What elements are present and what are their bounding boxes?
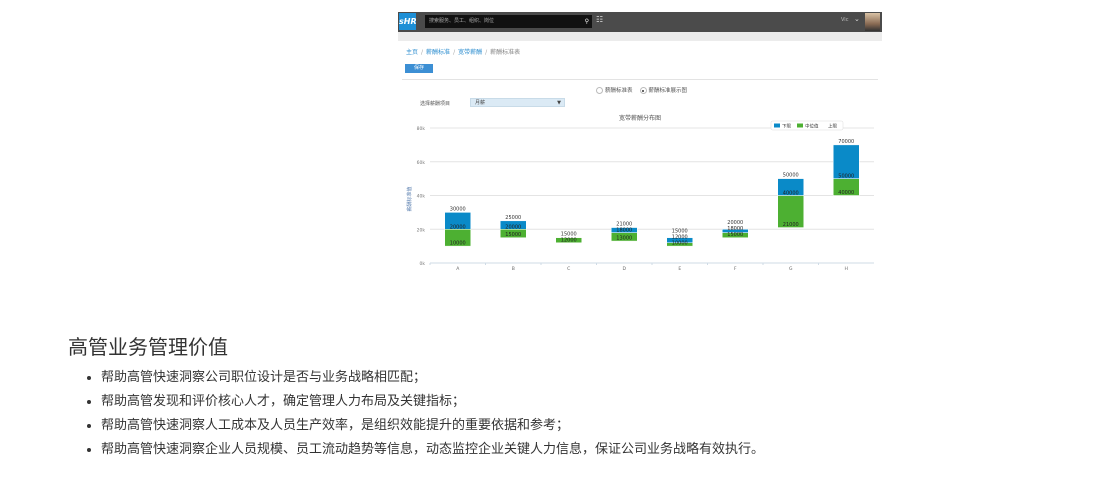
data-label-upper: 15000 [672, 229, 688, 235]
breadcrumb: 主页 / 薪酬标准 / 宽带薪酬 / 薪酬标准表 [406, 49, 521, 56]
legend-swatch [797, 123, 803, 128]
data-label-median: 18000 [727, 226, 743, 232]
data-label-median: 20000 [450, 224, 466, 230]
radio-label: 薪酬标准表 [605, 88, 633, 94]
legend-label: 下限 [782, 122, 791, 129]
bullet-list: 帮助高管快速洞察公司职位设计是否与业务战略相匹配； 帮助高管发现和评价核心人才，… [84, 368, 764, 464]
data-label-median: 40000 [783, 191, 799, 197]
breadcrumb-current: 薪酬标准表 [490, 49, 521, 56]
app-screenshot: sHR 搜索服务、员工、组织、岗位 ⚲ ☷ Vic ⌄ 主页 / 薪酬标准 / 宽带薪酬 /… [398, 12, 882, 272]
data-label-lower: 40000 [838, 190, 854, 196]
radio-chart[interactable]: 薪酬标准展示图 [639, 87, 688, 94]
bar-median-upper [666, 237, 693, 243]
data-label-upper: 70000 [838, 139, 854, 145]
data-label-lower: 15000 [727, 232, 743, 238]
bullet-item: 帮助高管发现和评价核心人才，确定管理人力布局及关键指标； [101, 392, 764, 416]
avatar[interactable] [865, 13, 880, 31]
legend-label: 中位值 [805, 122, 819, 129]
bar-median-upper [722, 229, 749, 233]
view-toggle: 薪酬标准表 薪酬标准展示图 [596, 86, 687, 94]
x-tick-label: D [623, 266, 627, 272]
save-button[interactable]: 保存 [405, 64, 433, 73]
x-tick-label: F [734, 266, 737, 272]
chart-title: 宽带薪酬分布图 [619, 114, 661, 122]
section-heading: 高管业务管理价值 [68, 335, 228, 359]
bar-median-upper [444, 212, 471, 230]
breadcrumb-broadband[interactable]: 宽带薪酬 [458, 49, 483, 56]
data-label-median: 20000 [505, 224, 521, 230]
x-tick-label: A [456, 266, 460, 272]
search-input[interactable]: 搜索服务、员工、组织、岗位 ⚲ [425, 15, 592, 28]
data-label-median: 50000 [838, 174, 854, 180]
chevron-down-icon: ▼ [557, 100, 561, 106]
data-label-lower: 21000 [783, 222, 799, 228]
bullet-item: 帮助高管快速洞察企业人员规模、员工流动趋势等信息，动态监控企业关键人力信息，保证… [101, 440, 764, 464]
search-icon[interactable]: ⚲ [584, 18, 589, 25]
data-label-lower: 13000 [616, 236, 632, 242]
bullet-item: 帮助高管快速洞察公司职位设计是否与业务战略相匹配； [101, 368, 764, 392]
bar-median-upper [611, 227, 638, 233]
y-tick-label: 0k [420, 261, 426, 267]
radio-table[interactable]: 薪酬标准表 [596, 87, 633, 94]
data-label-median: 18000 [616, 228, 632, 234]
app-logo: sHR [399, 13, 417, 30]
top-bar: sHR 搜索服务、员工、组织、岗位 ⚲ ☷ Vic ⌄ [398, 12, 882, 32]
y-tick-label: 80k [417, 126, 426, 132]
data-label-upper: 15000 [561, 231, 577, 237]
y-tick-label: 20k [417, 227, 426, 233]
data-label-upper: 50000 [783, 173, 799, 179]
bar-lower-median [555, 237, 582, 243]
search-placeholder: 搜索服务、员工、组织、岗位 [429, 18, 495, 24]
data-label-upper: 21000 [616, 222, 632, 228]
x-tick-label: B [512, 266, 515, 272]
data-label-upper: 20000 [727, 220, 743, 226]
divider [402, 79, 878, 80]
data-label-upper: 25000 [505, 215, 521, 221]
bar-median-upper [833, 144, 860, 179]
data-label-lower: 12000 [561, 237, 577, 243]
y-tick-label: 60k [417, 160, 426, 166]
user-name[interactable]: Vic [841, 17, 849, 23]
breadcrumb-salary-standard[interactable]: 薪酬标准 [426, 49, 451, 56]
data-label-lower: 10000 [672, 241, 688, 247]
data-label-median: 12000 [672, 235, 688, 241]
x-tick-label: G [789, 266, 793, 272]
select-label: 选择薪酬项目 [420, 101, 451, 107]
legend-box [770, 120, 844, 131]
org-chart-icon[interactable]: ☷ [596, 15, 604, 24]
y-tick-label: 40k [417, 194, 426, 200]
data-label-upper: 30000 [450, 206, 466, 212]
data-label-lower: 10000 [450, 241, 466, 247]
data-label-lower: 15000 [505, 232, 521, 238]
bar-median-upper [500, 220, 527, 230]
sub-bar [398, 32, 882, 41]
salary-item-select[interactable]: 月薪 ▼ [470, 98, 565, 107]
x-tick-label: E [678, 266, 681, 272]
chevron-down-icon[interactable]: ⌄ [854, 15, 860, 23]
bullet-item: 帮助高管快速洞察人工成本及人员生产效率，是组织效能提升的重要依据和参考； [101, 416, 764, 440]
x-tick-label: H [845, 266, 848, 272]
x-tick-label: C [567, 266, 570, 272]
y-axis-label: 薪酬标准值 [406, 186, 413, 211]
breadcrumb-home[interactable]: 主页 [406, 49, 419, 56]
salary-chart: 宽带薪酬分布图 薪酬标准值 0k 20k 40k 60k 80k 30000 20000 10… [406, 114, 874, 272]
select-value: 月薪 [475, 100, 486, 106]
legend-swatch [774, 123, 780, 128]
legend-label: 上限 [828, 122, 837, 129]
bar-median-upper [777, 178, 804, 196]
radio-label: 薪酬标准展示图 [648, 88, 688, 94]
